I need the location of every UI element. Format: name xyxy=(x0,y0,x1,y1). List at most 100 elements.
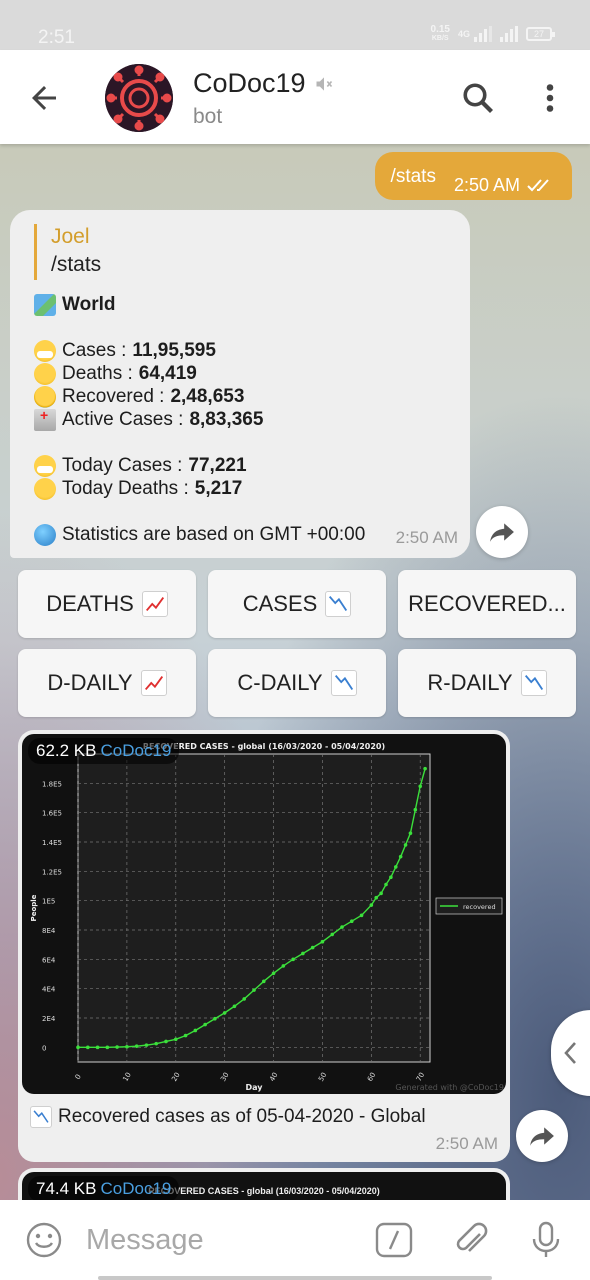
y-tick-label: 1.6E5 xyxy=(42,810,62,818)
double-check-icon xyxy=(527,179,549,192)
chat-title: CoDoc19 xyxy=(193,68,306,98)
data-point xyxy=(134,1044,139,1048)
chart-title-2: RECOVERED CASES - global (16/03/2020 - 0… xyxy=(148,1186,380,1196)
keyboard-button-deaths[interactable]: DEATHS xyxy=(18,570,196,638)
file-size: 62.2 KB xyxy=(36,741,97,760)
y-tick-label: 6E4 xyxy=(42,956,56,964)
chat-title-row[interactable]: CoDoc19 xyxy=(193,68,334,99)
chart-image-2[interactable]: RECOVERED CASES - global (16/03/2020 - 0… xyxy=(22,1172,506,1200)
data-point xyxy=(408,831,413,835)
back-arrow-icon[interactable] xyxy=(26,80,62,116)
data-point xyxy=(242,997,247,1001)
data-point xyxy=(349,919,354,923)
data-point xyxy=(379,891,383,896)
y-tick-label: 1E5 xyxy=(42,898,55,906)
x-tick-label: 60 xyxy=(366,1071,377,1083)
reply-author: Joel xyxy=(51,225,90,248)
data-point xyxy=(369,903,374,907)
network-type: 4G xyxy=(457,29,470,39)
stat-line-today-cases: Today Cases : 77,221 xyxy=(34,455,247,477)
emoji-icon[interactable] xyxy=(24,1220,64,1260)
stat-line-cases: Cases : 11,95,595 xyxy=(34,340,216,362)
avatar[interactable] xyxy=(105,64,173,132)
x-tick-label: 0 xyxy=(74,1073,83,1081)
chat-header: CoDoc19 bot xyxy=(0,50,590,144)
muted-icon xyxy=(316,76,332,91)
x-tick-label: 30 xyxy=(219,1071,230,1083)
mask-face-emoji xyxy=(34,340,56,362)
more-options-icon[interactable] xyxy=(532,80,568,116)
bot-command-icon[interactable] xyxy=(374,1220,414,1260)
y-axis-label: People xyxy=(30,894,38,921)
keyboard-button-label: CASES xyxy=(242,591,318,616)
chart-down-icon xyxy=(520,670,547,696)
hospital-emoji xyxy=(34,407,56,431)
stat-line-deaths: Deaths : 64,419 xyxy=(34,363,197,385)
photo-time: 2:50 AM xyxy=(435,1134,498,1153)
x-tick-label: 50 xyxy=(317,1071,328,1083)
data-point xyxy=(232,1004,237,1009)
halo-face-emoji xyxy=(34,386,56,408)
data-point xyxy=(301,951,305,956)
globe-emoji xyxy=(34,524,56,546)
status-icons: 0.15 KB/S 4G 27 xyxy=(431,25,555,43)
chart-up-icon xyxy=(140,670,167,696)
microphone-icon[interactable] xyxy=(526,1220,566,1260)
y-tick-label: 1.2E5 xyxy=(42,868,62,876)
chart-down-icon xyxy=(325,591,352,617)
keyboard-button-recovered[interactable]: RECOVERED... xyxy=(398,570,576,638)
file-size-badge: 62.2 KB CoDoc19 xyxy=(28,738,180,764)
keyboard-button-cases[interactable]: CASES xyxy=(208,570,386,638)
attach-icon[interactable] xyxy=(452,1220,492,1260)
chart-image[interactable]: RECOVERED CASES - global (16/03/2020 - 0… xyxy=(22,734,506,1094)
data-point xyxy=(261,979,266,984)
data-point xyxy=(222,1011,227,1015)
stat-label: Today Deaths : xyxy=(62,478,189,499)
keyboard-button-d-daily[interactable]: D-DAILY xyxy=(18,649,196,717)
forward-button[interactable] xyxy=(476,506,528,558)
data-point xyxy=(403,843,408,847)
file-size: 74.4 KB xyxy=(36,1179,97,1198)
y-tick-label: 8E4 xyxy=(42,927,56,935)
net-speed: 0.15 KB/S xyxy=(431,25,450,43)
gesture-bar xyxy=(98,1276,492,1280)
data-point xyxy=(95,1045,100,1050)
stat-label: Cases : xyxy=(62,340,127,361)
data-point xyxy=(384,882,388,887)
crying-face-emoji xyxy=(34,363,56,385)
photo-message[interactable]: RECOVERED CASES - global (16/03/2020 - 0… xyxy=(18,730,510,1162)
data-point xyxy=(330,932,335,937)
x-tick-label: 70 xyxy=(415,1071,426,1083)
keyboard-button-c-daily[interactable]: C-DAILY xyxy=(208,649,386,717)
watermark: Generated with @CoDoc19 xyxy=(395,1083,504,1092)
stats-footer-text: Statistics are based on GMT +00:00 xyxy=(62,524,366,545)
outgoing-time-row: 2:50 AM xyxy=(454,170,554,200)
stat-value: 77,221 xyxy=(188,455,247,476)
search-icon[interactable] xyxy=(460,80,496,116)
data-point xyxy=(252,988,256,992)
outgoing-message[interactable]: /stats 2:50 AM xyxy=(374,152,572,200)
chat-subtitle: bot xyxy=(193,105,223,128)
message-list[interactable]: /stats 2:50 AM Joel /stats World Cases :… xyxy=(0,144,590,1200)
recovered-chart: RECOVERED CASES - global (16/03/2020 - 0… xyxy=(30,742,504,1092)
forward-button[interactable] xyxy=(516,1110,568,1162)
keyboard-button-label: DEATHS xyxy=(46,591,134,616)
signal-icon xyxy=(474,26,492,42)
reply-text: /stats xyxy=(51,253,102,276)
chart-title: RECOVERED CASES - global (16/03/2020 - 0… xyxy=(143,742,385,751)
stat-value: 64,419 xyxy=(138,363,197,384)
incoming-stats-message[interactable]: Joel /stats World Cases : 11,95,595 Deat… xyxy=(10,210,470,558)
stat-value: 11,95,595 xyxy=(132,340,216,361)
data-point xyxy=(291,957,295,962)
share-arrow-icon xyxy=(530,1127,554,1146)
photo-message-2[interactable]: RECOVERED CASES - global (16/03/2020 - 0… xyxy=(18,1168,510,1200)
reply-quote[interactable]: Joel /stats xyxy=(34,224,101,280)
caption-text: Recovered cases as of 05-04-2020 - Globa… xyxy=(58,1106,426,1127)
data-point xyxy=(320,939,325,944)
plot-area xyxy=(77,753,431,1063)
signal-icon-2 xyxy=(500,26,518,42)
message-input[interactable]: Message xyxy=(86,1224,204,1256)
data-point xyxy=(183,1033,188,1038)
keyboard-button-r-daily[interactable]: R-DAILY xyxy=(398,649,576,717)
data-point xyxy=(213,1016,217,1021)
